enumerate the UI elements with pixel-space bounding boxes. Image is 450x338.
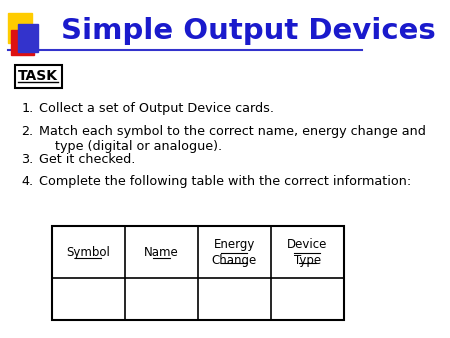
Bar: [52, 226, 344, 320]
Text: Energy
Change: Energy Change: [212, 238, 257, 267]
Text: 3.: 3.: [21, 153, 34, 166]
Bar: [18, 24, 38, 52]
Text: Device
Type: Device Type: [287, 238, 328, 267]
Text: Symbol: Symbol: [66, 246, 110, 259]
Text: TASK: TASK: [18, 69, 58, 83]
Text: 2.: 2.: [22, 125, 34, 138]
Text: 1.: 1.: [21, 102, 34, 115]
Bar: [8, 13, 32, 43]
Bar: [10, 30, 34, 54]
Text: Name: Name: [144, 246, 179, 259]
Text: Simple Output Devices: Simple Output Devices: [61, 17, 436, 45]
Text: Collect a set of Output Device cards.: Collect a set of Output Device cards.: [39, 102, 274, 115]
Text: Get it checked.: Get it checked.: [39, 153, 135, 166]
Text: Complete the following table with the correct information:: Complete the following table with the co…: [39, 175, 411, 188]
FancyBboxPatch shape: [14, 65, 62, 88]
Text: Match each symbol to the correct name, energy change and
    type (digital or an: Match each symbol to the correct name, e…: [39, 125, 426, 152]
Text: 4.: 4.: [22, 175, 34, 188]
